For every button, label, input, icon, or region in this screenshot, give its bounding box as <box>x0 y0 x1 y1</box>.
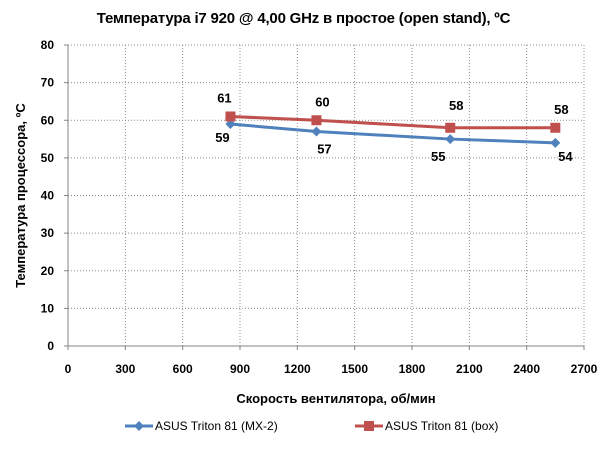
x-axis-label: Скорость вентилятора, об/мин <box>236 391 435 406</box>
y-tick-label: 20 <box>41 264 55 278</box>
data-label: 58 <box>554 102 568 117</box>
y-tick-label: 10 <box>41 301 55 315</box>
square-marker <box>445 122 456 133</box>
x-tick-label: 2400 <box>513 362 540 376</box>
legend-square-marker <box>364 421 374 431</box>
y-tick-label: 40 <box>41 189 55 203</box>
x-tick-label: 1500 <box>341 362 368 376</box>
legend-label: ASUS Triton 81 (box) <box>385 419 498 433</box>
y-tick-label: 0 <box>47 339 54 353</box>
data-label: 60 <box>315 94 329 109</box>
y-tick-label: 50 <box>41 151 55 165</box>
x-tick-label: 0 <box>65 362 72 376</box>
data-label: 61 <box>217 90 231 105</box>
x-tick-label: 2700 <box>571 362 598 376</box>
data-label: 54 <box>558 149 573 164</box>
square-marker <box>550 122 561 133</box>
data-label: 58 <box>449 98 463 113</box>
diamond-marker <box>311 126 322 137</box>
x-tick-label: 900 <box>230 362 250 376</box>
x-tick-label: 2100 <box>456 362 483 376</box>
series-line-1 <box>230 122 556 145</box>
diamond-marker <box>225 119 236 130</box>
data-label: 59 <box>215 130 229 145</box>
diamond-marker <box>445 134 456 145</box>
diamond-marker <box>550 137 561 148</box>
y-tick-label: 70 <box>41 76 55 90</box>
y-tick-label: 30 <box>41 226 55 240</box>
chart-title: Температура i7 920 @ 4,00 GHz в простое … <box>96 10 511 27</box>
x-tick-label: 600 <box>173 362 193 376</box>
square-marker <box>225 111 236 122</box>
y-axis-label: Температура процессора, ºC <box>13 103 28 288</box>
data-label: 55 <box>431 149 445 164</box>
legend-label: ASUS Triton 81 (MX-2) <box>155 419 278 433</box>
data-label: 57 <box>317 142 331 157</box>
y-tick-label: 80 <box>41 38 55 52</box>
x-tick-label: 1800 <box>399 362 426 376</box>
square-marker <box>311 115 322 126</box>
x-tick-label: 1200 <box>284 362 311 376</box>
series-line-2 <box>230 114 556 130</box>
y-tick-label: 60 <box>41 113 55 127</box>
legend-diamond-marker <box>134 421 144 431</box>
x-tick-label: 300 <box>115 362 135 376</box>
